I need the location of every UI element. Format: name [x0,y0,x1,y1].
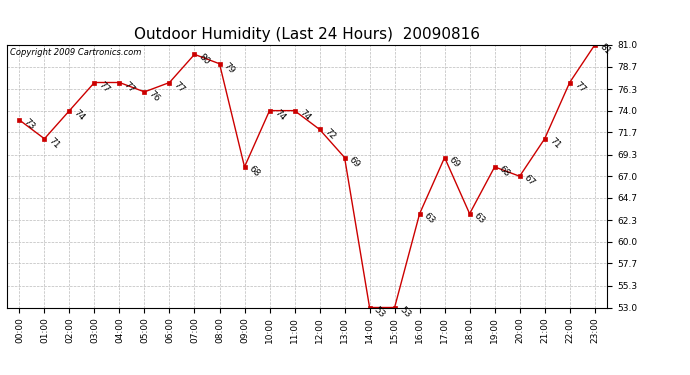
Title: Outdoor Humidity (Last 24 Hours)  20090816: Outdoor Humidity (Last 24 Hours) 2009081… [134,27,480,42]
Text: 67: 67 [522,174,537,188]
Text: 69: 69 [447,155,462,169]
Text: 53: 53 [373,305,387,319]
Text: 63: 63 [473,211,487,225]
Text: Copyright 2009 Cartronics.com: Copyright 2009 Cartronics.com [10,48,141,57]
Text: 68: 68 [247,164,262,178]
Text: 74: 74 [297,108,312,122]
Text: 80: 80 [197,52,212,66]
Text: 73: 73 [22,117,37,132]
Text: 71: 71 [547,136,562,150]
Text: 53: 53 [397,305,412,319]
Text: 81: 81 [598,42,612,57]
Text: 77: 77 [122,80,137,94]
Text: 63: 63 [422,211,437,225]
Text: 72: 72 [322,127,337,141]
Text: 76: 76 [147,89,161,104]
Text: 77: 77 [172,80,187,94]
Text: 69: 69 [347,155,362,169]
Text: 68: 68 [497,164,512,178]
Text: 77: 77 [573,80,587,94]
Text: 74: 74 [72,108,87,122]
Text: 71: 71 [47,136,61,150]
Text: 77: 77 [97,80,112,94]
Text: 79: 79 [222,61,237,75]
Text: 74: 74 [273,108,287,122]
